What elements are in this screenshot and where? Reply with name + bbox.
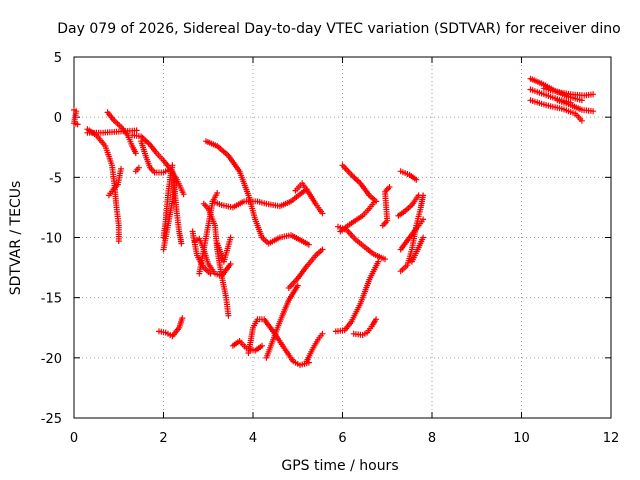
series-pass-18	[203, 138, 312, 248]
series-pass-36	[395, 192, 422, 219]
series-pass-11	[169, 168, 185, 247]
data-point-markers	[332, 258, 382, 335]
series-pass-32	[397, 168, 420, 183]
y-tick-label: 0	[54, 111, 62, 126]
y-tick-label: 5	[54, 51, 62, 66]
series-pass-27	[350, 316, 380, 338]
data-point-markers	[263, 282, 301, 361]
series-pass-07	[138, 138, 171, 176]
series-pass-35	[408, 234, 427, 265]
x-axis-label: GPS time / hours	[281, 458, 398, 474]
series-pass-04	[104, 109, 139, 157]
series-pass-12	[156, 315, 186, 340]
data-point-markers	[209, 186, 310, 211]
series-pass-21	[285, 246, 326, 291]
data-point-markers	[339, 162, 380, 205]
x-tick-label: 2	[159, 431, 167, 446]
data-point-markers	[397, 168, 420, 183]
axis-ticks: 0 2 4 6 8 10 12 5 0 -5 -10 -15 -20 -25	[41, 51, 620, 446]
series-pass-41	[554, 97, 597, 115]
data-point-markers	[203, 138, 312, 248]
data-point-markers	[350, 316, 380, 338]
y-tick-label: -25	[41, 412, 62, 427]
series-pass-28	[339, 162, 380, 205]
data-point-markers	[335, 223, 388, 263]
chart-title: Day 079 of 2026, Sidereal Day-to-day VTE…	[57, 21, 620, 37]
data-point-markers	[554, 97, 597, 115]
series-pass-05	[105, 165, 124, 199]
data-point-markers	[303, 330, 326, 365]
data-point-markers	[285, 246, 326, 291]
y-axis-label: SDTVAR / TECUs	[8, 181, 24, 296]
data-point-markers	[397, 216, 427, 253]
data-markers	[71, 75, 597, 369]
series-pass-26	[332, 258, 382, 335]
series-pass-24	[263, 282, 301, 361]
y-tick-label: -10	[41, 232, 62, 247]
data-point-markers	[71, 106, 81, 128]
series-pass-20	[292, 180, 326, 217]
data-point-markers	[105, 165, 124, 199]
data-point-markers	[189, 228, 214, 277]
data-point-markers	[379, 184, 393, 229]
series-pass-30	[335, 223, 388, 263]
data-point-markers	[214, 234, 234, 265]
data-point-markers	[169, 168, 185, 247]
series-pass-40	[540, 85, 597, 99]
data-point-markers	[527, 97, 585, 124]
x-tick-label: 8	[428, 431, 436, 446]
data-point-markers	[540, 85, 597, 99]
data-point-markers	[156, 315, 186, 340]
x-tick-label: 4	[249, 431, 257, 446]
series-pass-15	[189, 228, 214, 277]
series-pass-25	[303, 330, 326, 365]
series-pass-01	[71, 106, 81, 128]
data-point-markers	[132, 164, 142, 175]
series-pass-06	[129, 132, 187, 198]
data-point-markers	[104, 109, 139, 157]
data-point-markers	[129, 132, 187, 198]
grid-lines	[74, 57, 611, 418]
x-tick-label: 6	[338, 431, 346, 446]
series-pass-39	[527, 97, 585, 124]
series-pass-31	[379, 184, 393, 229]
data-point-markers	[408, 234, 427, 265]
x-tick-label: 12	[603, 431, 620, 446]
series-pass-08	[132, 164, 142, 175]
x-tick-label: 0	[70, 431, 78, 446]
x-tick-label: 10	[513, 431, 530, 446]
data-point-markers	[138, 138, 171, 176]
series-pass-19	[209, 186, 310, 211]
series-pass-17	[214, 234, 234, 265]
y-tick-label: -20	[41, 352, 62, 367]
y-tick-label: -5	[49, 171, 62, 186]
y-tick-label: -15	[41, 292, 62, 307]
series-pass-34	[397, 216, 427, 253]
data-point-markers	[395, 192, 422, 219]
data-point-markers	[292, 180, 326, 217]
